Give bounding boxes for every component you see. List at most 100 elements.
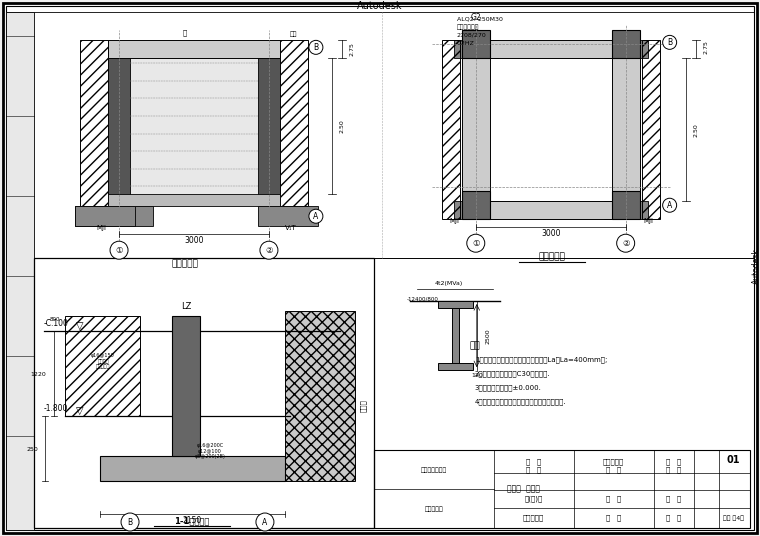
Text: φ16@200C
φ12@100
φ8@200(2B): φ16@200C φ12@100 φ8@200(2B)	[195, 443, 226, 459]
Text: 1220: 1220	[30, 371, 46, 377]
Text: 图   号: 图 号	[666, 459, 681, 465]
Text: 平面图  基础图: 平面图 基础图	[507, 485, 540, 494]
Text: LZ: LZ	[181, 302, 192, 311]
Text: 2150: 2150	[182, 516, 201, 525]
Text: 2.75: 2.75	[350, 42, 354, 56]
Circle shape	[663, 198, 676, 212]
Circle shape	[663, 35, 676, 49]
Bar	[285, 311, 355, 481]
Text: 2708/270: 2708/270	[457, 33, 486, 38]
Text: Autodesk: Autodesk	[752, 248, 760, 284]
Text: 基础平面图: 基础平面图	[538, 252, 565, 262]
Text: 深化 从4主: 深化 从4主	[723, 515, 744, 521]
Text: φ16@150
纵筋锚固
箍筋加密区: φ16@150 纵筋锚固 箍筋加密区	[91, 353, 115, 369]
Text: MJI: MJI	[96, 225, 106, 231]
Bar	[108, 40, 280, 58]
Text: 结构设计号: 结构设计号	[424, 506, 443, 512]
Bar	[280, 40, 308, 206]
Text: 2500: 2500	[486, 329, 490, 344]
Text: 2、混凝土强度等级为C30合格后）.: 2、混凝土强度等级为C30合格后）.	[475, 370, 550, 377]
Circle shape	[467, 234, 485, 252]
Bar	[612, 31, 640, 58]
Text: G2: G2	[470, 13, 481, 22]
Text: 3000: 3000	[541, 229, 560, 237]
Text: MJI: MJI	[644, 218, 654, 224]
Text: 审   计: 审 计	[526, 467, 541, 473]
Text: 1、柱中钉筋锁固长度未标明处则为测La（La=400mm）;: 1、柱中钉筋锁固长度未标明处则为测La（La=400mm）;	[475, 356, 607, 363]
Text: 专业负责目图纸: 专业负责目图纸	[421, 467, 447, 473]
Text: -1.800: -1.800	[44, 404, 68, 413]
Text: B: B	[667, 38, 672, 47]
Text: V₁T: V₁T	[285, 225, 296, 231]
Text: MJI: MJI	[450, 218, 460, 224]
Text: 专   业: 专 业	[666, 467, 681, 473]
Bar	[172, 316, 200, 456]
Text: 1-1基础剖面: 1-1基础剖面	[174, 516, 210, 525]
Circle shape	[616, 234, 635, 252]
Text: ▽: ▽	[76, 321, 84, 331]
Bar	[442, 40, 460, 219]
Bar	[451, 308, 459, 363]
Bar	[462, 58, 489, 201]
Text: 3000: 3000	[184, 236, 204, 245]
Text: 立柱平面图: 立柱平面图	[172, 260, 198, 269]
Bar	[603, 40, 648, 58]
Bar	[258, 206, 318, 226]
Bar	[454, 201, 498, 219]
Bar	[416, 289, 492, 301]
Text: A: A	[262, 518, 268, 526]
Bar	[612, 191, 640, 219]
Circle shape	[309, 40, 323, 54]
Bar	[75, 206, 153, 226]
Bar	[80, 40, 108, 206]
Text: B: B	[128, 518, 132, 526]
Circle shape	[309, 209, 323, 223]
Text: 比   例: 比 例	[666, 496, 681, 502]
Text: 说明: 说明	[470, 341, 480, 350]
Circle shape	[110, 241, 128, 259]
Text: 800: 800	[50, 317, 61, 322]
Bar	[462, 201, 640, 219]
Text: 2.50: 2.50	[693, 123, 698, 137]
Text: B: B	[313, 43, 318, 52]
Text: A: A	[667, 201, 673, 210]
Bar	[641, 40, 660, 219]
Text: 2.50: 2.50	[340, 120, 344, 133]
Bar	[454, 40, 498, 58]
Text: 某   计: 某 计	[606, 496, 622, 502]
Text: 顶: 顶	[183, 29, 187, 36]
Text: 4、地槽平面位置根据现场测量实际尺寸平细定.: 4、地槽平面位置根据现场测量实际尺寸平细定.	[475, 398, 566, 405]
Text: 顶顶: 顶顶	[290, 32, 298, 37]
Text: -12400/800: -12400/800	[407, 296, 439, 302]
Text: Autodesk: Autodesk	[357, 2, 403, 11]
Circle shape	[256, 513, 274, 531]
Bar	[65, 316, 140, 416]
Text: 嵌岩段: 嵌岩段	[360, 400, 366, 413]
Text: ①: ①	[472, 239, 480, 248]
Text: 制造负责人: 制造负责人	[523, 515, 544, 522]
Text: 制   图: 制 图	[606, 515, 622, 522]
Text: 主(监)专: 主(监)专	[524, 496, 543, 502]
Text: 某   计: 某 计	[606, 467, 622, 473]
Text: 3、以房室内地面为±0.000.: 3、以房室内地面为±0.000.	[475, 384, 542, 391]
Text: A: A	[313, 212, 318, 221]
Text: G2HZ: G2HZ	[457, 41, 475, 46]
Bar	[462, 191, 489, 219]
Bar	[438, 301, 473, 308]
Bar	[108, 58, 130, 206]
Bar	[462, 40, 640, 58]
Bar	[258, 58, 280, 206]
Bar	[6, 12, 34, 530]
Text: ▽: ▽	[76, 406, 84, 416]
Bar	[603, 201, 648, 219]
Text: -C.100: -C.100	[44, 319, 69, 328]
Bar	[438, 363, 473, 370]
Bar	[75, 206, 135, 226]
Text: 01: 01	[727, 455, 740, 465]
Text: 锯筋锁固吹对: 锯筋锁固吹对	[457, 25, 480, 30]
Bar	[108, 194, 280, 206]
Text: 2.75: 2.75	[703, 40, 708, 54]
Text: ①: ①	[116, 245, 123, 255]
Bar	[462, 31, 489, 58]
Text: ②: ②	[265, 245, 273, 255]
